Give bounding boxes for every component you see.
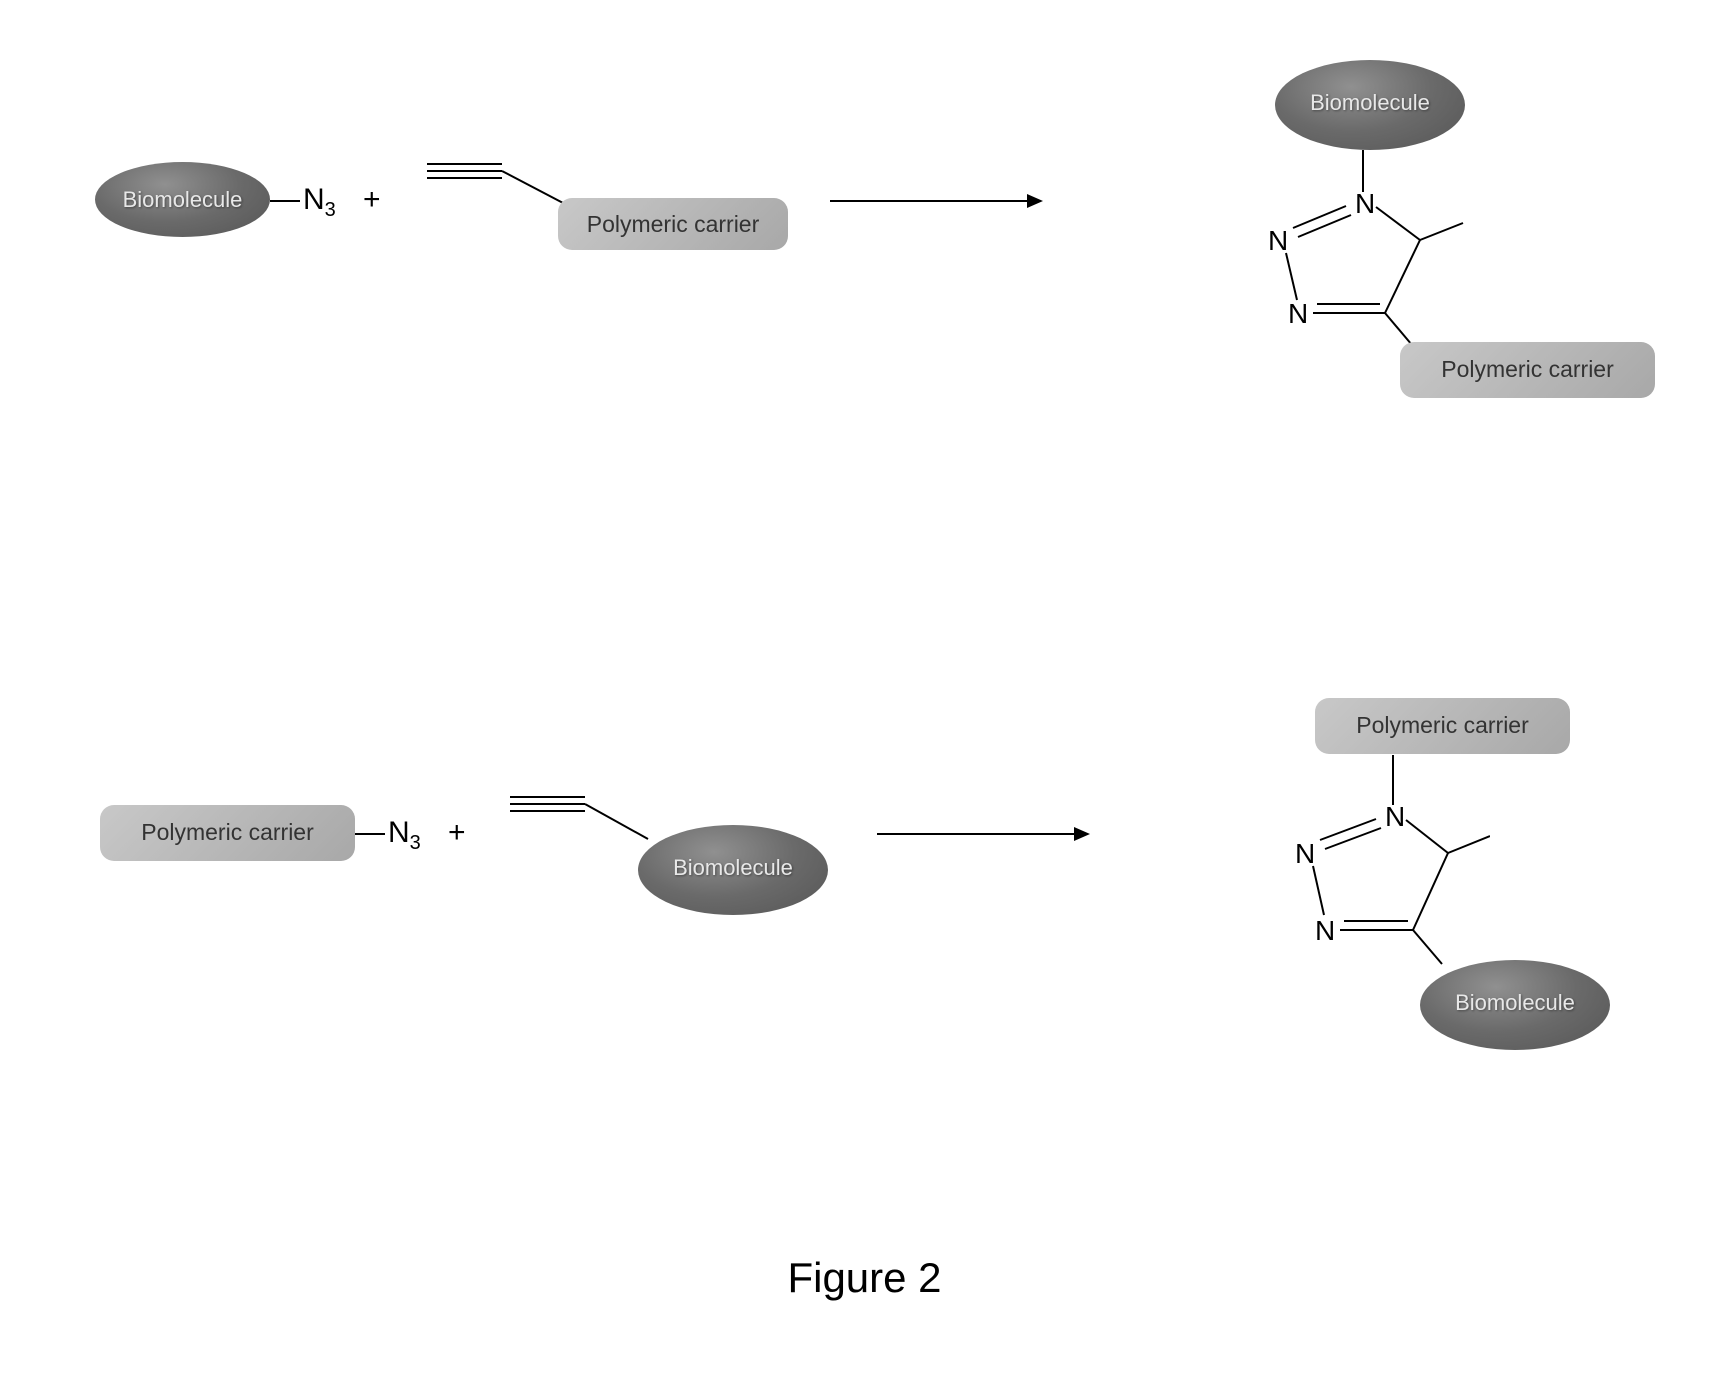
reaction-arrow-head <box>1074 827 1090 841</box>
alkyne-group <box>505 791 665 843</box>
product2-biomolecule: Biomolecule <box>1420 960 1610 1050</box>
biomolecule-label: Biomolecule <box>1455 990 1575 1015</box>
reaction-arrow <box>830 200 1028 202</box>
reaction-arrow-head <box>1027 194 1043 208</box>
biomolecule-label: Biomolecule <box>673 855 793 880</box>
biomolecule-label: Biomolecule <box>1310 90 1430 115</box>
plus-sign: + <box>448 816 466 850</box>
reactant2-carrier: Polymeric carrier <box>100 805 355 861</box>
reactant1-biomolecule: Biomolecule <box>95 162 270 237</box>
carrier-label: Polymeric carrier <box>1441 356 1614 382</box>
svg-text:N: N <box>1288 298 1308 329</box>
diagram-container: Biomolecule N3 + Polymeric carrier Biomo… <box>0 0 1729 1382</box>
biomolecule-label: Biomolecule <box>123 187 243 212</box>
svg-text:N: N <box>1268 225 1288 256</box>
svg-text:N: N <box>1385 801 1405 832</box>
carrier-label: Polymeric carrier <box>141 819 314 845</box>
triazole-ring-1: N N N <box>1180 145 1480 355</box>
triazole-ring-2: N N N <box>1190 748 1490 973</box>
carrier-label: Polymeric carrier <box>587 211 760 237</box>
bond-line <box>270 200 300 202</box>
plus-sign: + <box>363 183 381 217</box>
azide-group: N3 <box>388 816 421 855</box>
product1-biomolecule: Biomolecule <box>1275 60 1465 150</box>
reactant2-biomolecule: Biomolecule <box>638 825 828 915</box>
reactant1-carrier: Polymeric carrier <box>558 198 788 250</box>
svg-text:N: N <box>1295 838 1315 869</box>
carrier-label: Polymeric carrier <box>1356 712 1529 738</box>
bond-line <box>355 833 385 835</box>
figure-caption: Figure 2 <box>0 1254 1729 1302</box>
alkyne-group <box>422 158 582 208</box>
svg-text:N: N <box>1315 915 1335 946</box>
reaction-arrow <box>877 833 1075 835</box>
svg-text:N: N <box>1355 188 1375 219</box>
azide-group: N3 <box>303 183 336 222</box>
product2-carrier: Polymeric carrier <box>1315 698 1570 754</box>
product1-carrier: Polymeric carrier <box>1400 342 1655 398</box>
